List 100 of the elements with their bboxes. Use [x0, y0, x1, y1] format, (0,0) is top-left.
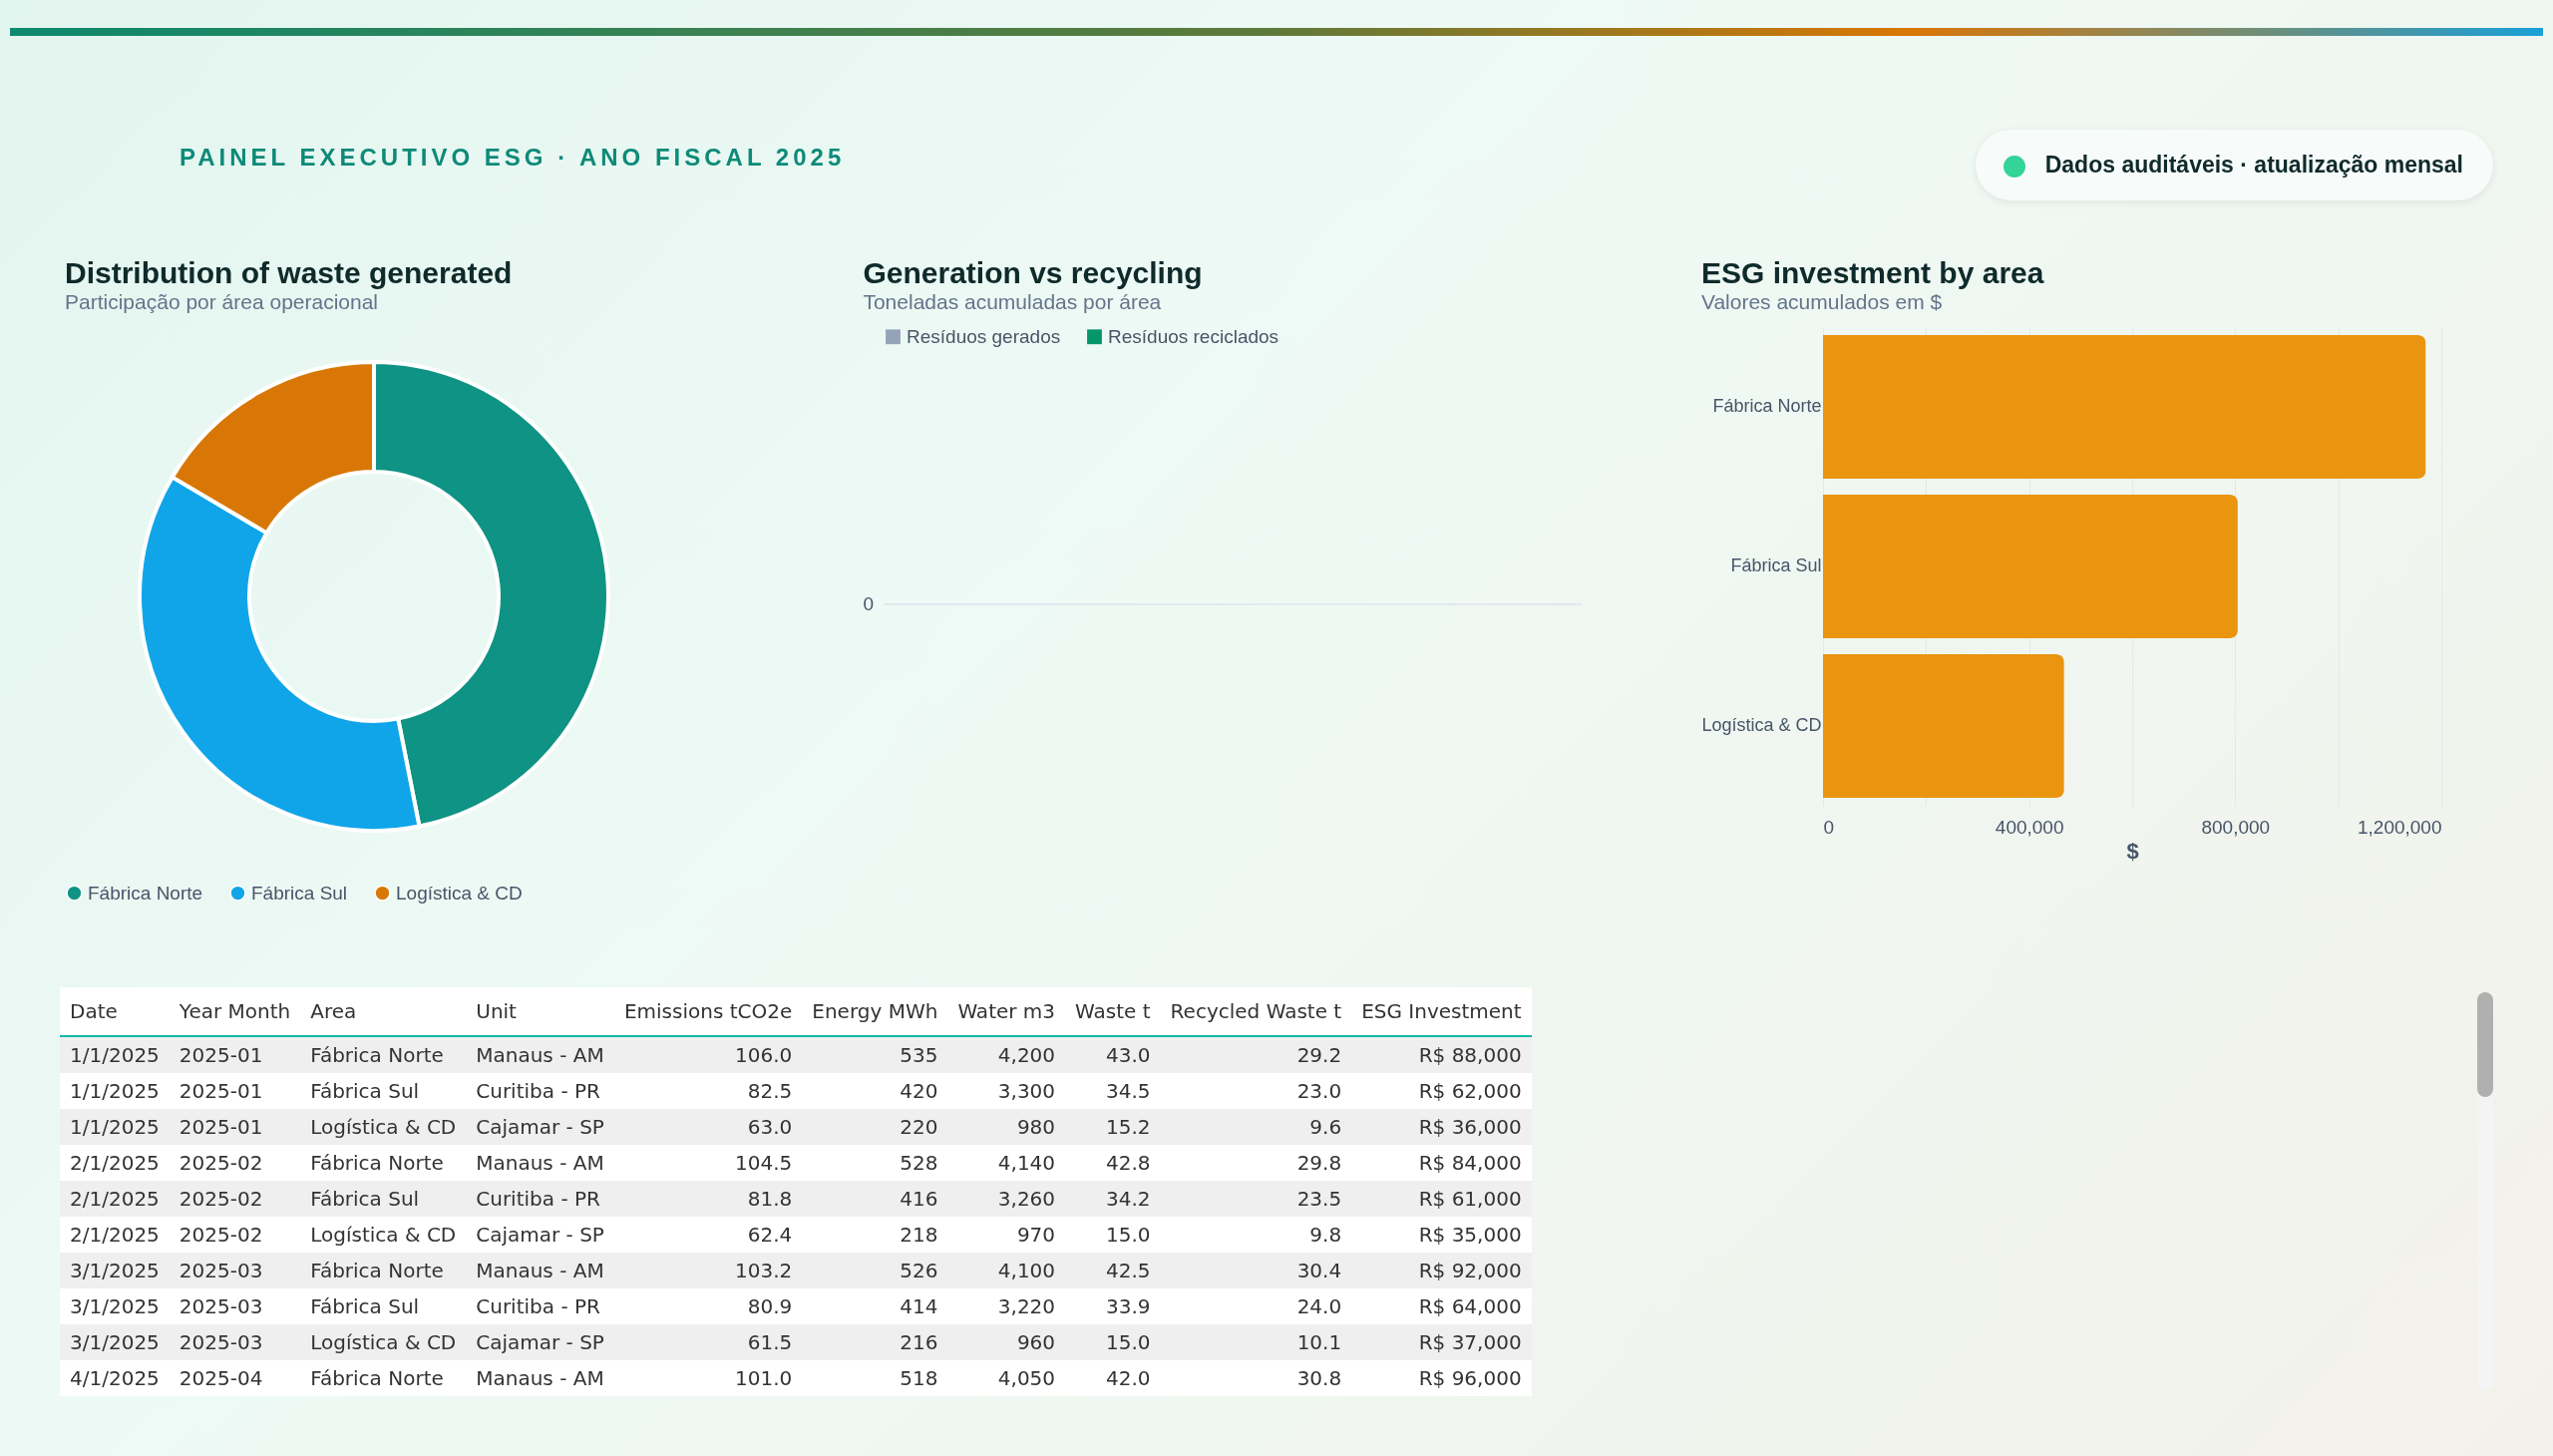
- text: 526: [900, 1259, 938, 1282]
- text: 2025-02: [179, 1187, 263, 1211]
- text: 970: [1016, 1223, 1056, 1247]
- x-tick-label: 800,000: [2201, 816, 2271, 838]
- text: Fábrica Sul: [310, 1187, 420, 1211]
- text: Cajamar - SP: [476, 1330, 604, 1354]
- text: 42.8: [1106, 1151, 1151, 1175]
- text: 30.4: [1296, 1259, 1342, 1282]
- text: 2025-03: [179, 1259, 263, 1282]
- text: 4,200: [997, 1043, 1056, 1067]
- text: 43.0: [1106, 1043, 1151, 1067]
- text: 2025-01: [179, 1115, 263, 1139]
- chart-subtitle: Valores acumulados em $: [1700, 290, 1943, 313]
- x-tick-label: 0: [1823, 816, 1835, 838]
- text: R$ 35,000: [1418, 1223, 1522, 1247]
- text: R$ 61,000: [1418, 1187, 1522, 1211]
- text: 4,050: [997, 1366, 1056, 1390]
- x-tick-label: 400,000: [1995, 816, 2064, 838]
- text: 81.8: [747, 1187, 793, 1211]
- text: Logística & CD: [310, 1223, 457, 1247]
- text: R$ 88,000: [1418, 1043, 1522, 1067]
- category-label: Water m3: [947, 987, 1066, 1036]
- text: 528: [900, 1151, 938, 1175]
- text: 104.5: [735, 1151, 793, 1175]
- text: 1/1/2025: [70, 1043, 160, 1067]
- text: 2025-03: [179, 1330, 263, 1354]
- text: 2/1/2025: [70, 1223, 160, 1247]
- text: 980: [1016, 1115, 1056, 1139]
- text: Fábrica Norte: [310, 1043, 444, 1067]
- text: PAINEL EXECUTIVO ESG · ANO FISCAL 2025: [180, 144, 846, 171]
- text: Logística & CD: [310, 1330, 457, 1354]
- text: 3,220: [997, 1294, 1056, 1318]
- text: Curitiba - PR: [476, 1187, 600, 1211]
- text: Manaus - AM: [476, 1259, 604, 1282]
- legend-label: Fábrica Sul: [251, 882, 348, 904]
- text: 220: [900, 1115, 938, 1139]
- text: Dados auditáveis · atualização mensal: [1975, 130, 2493, 200]
- text: 414: [900, 1294, 938, 1318]
- text: 2025-01: [179, 1079, 263, 1103]
- text: 103.2: [735, 1259, 793, 1282]
- y-tick-label: Fábrica Sul: [1730, 555, 1822, 575]
- text: Curitiba - PR: [476, 1294, 600, 1318]
- text: 2025-03: [179, 1294, 263, 1318]
- category-label: ESG Investment: [1351, 987, 1532, 1036]
- category-label: Emissions tCO2e: [613, 987, 803, 1036]
- text: 33.9: [1106, 1294, 1151, 1318]
- text: 15.0: [1106, 1330, 1151, 1354]
- text: 2025-02: [179, 1223, 263, 1247]
- category-label: Waste t: [1065, 987, 1161, 1036]
- x-axis-title: $: [2126, 838, 2139, 864]
- category-label: Area: [300, 987, 467, 1036]
- text: 62.4: [747, 1223, 793, 1247]
- text: 1/1/2025: [70, 1079, 160, 1103]
- text: Manaus - AM: [476, 1366, 604, 1390]
- text: 4,100: [997, 1259, 1056, 1282]
- text: R$ 92,000: [1418, 1259, 1522, 1282]
- category-label: Unit: [466, 987, 614, 1036]
- text: 61.5: [747, 1330, 793, 1354]
- text: 30.8: [1296, 1366, 1342, 1390]
- text: Toneladas acumuladas por área: [863, 290, 1162, 313]
- text: 23.0: [1296, 1079, 1342, 1103]
- text: 29.2: [1296, 1043, 1342, 1067]
- text: 15.2: [1106, 1115, 1151, 1139]
- text: 1/1/2025: [70, 1115, 160, 1139]
- text: Fábrica Norte: [310, 1366, 444, 1390]
- category-label: Date: [60, 987, 170, 1036]
- text: 3,300: [997, 1079, 1056, 1103]
- text: 3/1/2025: [70, 1259, 160, 1282]
- text: 218: [900, 1223, 938, 1247]
- text: R$ 37,000: [1418, 1330, 1522, 1354]
- text: 2/1/2025: [70, 1151, 160, 1175]
- text: Fábrica Norte: [310, 1151, 444, 1175]
- text: Generation vs recycling: [863, 256, 1203, 289]
- legend-label: Fábrica Norte: [88, 882, 203, 904]
- text: 34.2: [1106, 1187, 1151, 1211]
- text: R$ 84,000: [1418, 1151, 1522, 1175]
- text: 960: [1016, 1330, 1056, 1354]
- text: 2025-02: [179, 1151, 263, 1175]
- text: R$ 96,000: [1418, 1366, 1522, 1390]
- text: 3/1/2025: [70, 1294, 160, 1318]
- y-tick-label: Logística & CD: [1701, 715, 1822, 735]
- text: 42.0: [1106, 1366, 1151, 1390]
- text: R$ 62,000: [1418, 1079, 1522, 1103]
- chart-title: Distribution of waste generated: [65, 256, 513, 289]
- category-label: Year Month: [169, 987, 301, 1036]
- text: 535: [900, 1043, 938, 1067]
- text: Manaus - AM: [476, 1043, 604, 1067]
- text: R$ 64,000: [1418, 1294, 1522, 1318]
- text: 3,260: [997, 1187, 1056, 1211]
- text: 34.5: [1106, 1079, 1151, 1103]
- text: 82.5: [747, 1079, 793, 1103]
- text: Manaus - AM: [476, 1151, 604, 1175]
- text: Fábrica Sul: [310, 1294, 420, 1318]
- text: 15.0: [1106, 1223, 1151, 1247]
- text: 42.5: [1106, 1259, 1151, 1282]
- text: 10.1: [1296, 1330, 1342, 1354]
- text: 9.6: [1309, 1115, 1342, 1139]
- text: R$ 36,000: [1418, 1115, 1522, 1139]
- category-label: Recycled Waste t: [1160, 987, 1352, 1036]
- x-tick-label: 1,200,000: [2357, 816, 2442, 838]
